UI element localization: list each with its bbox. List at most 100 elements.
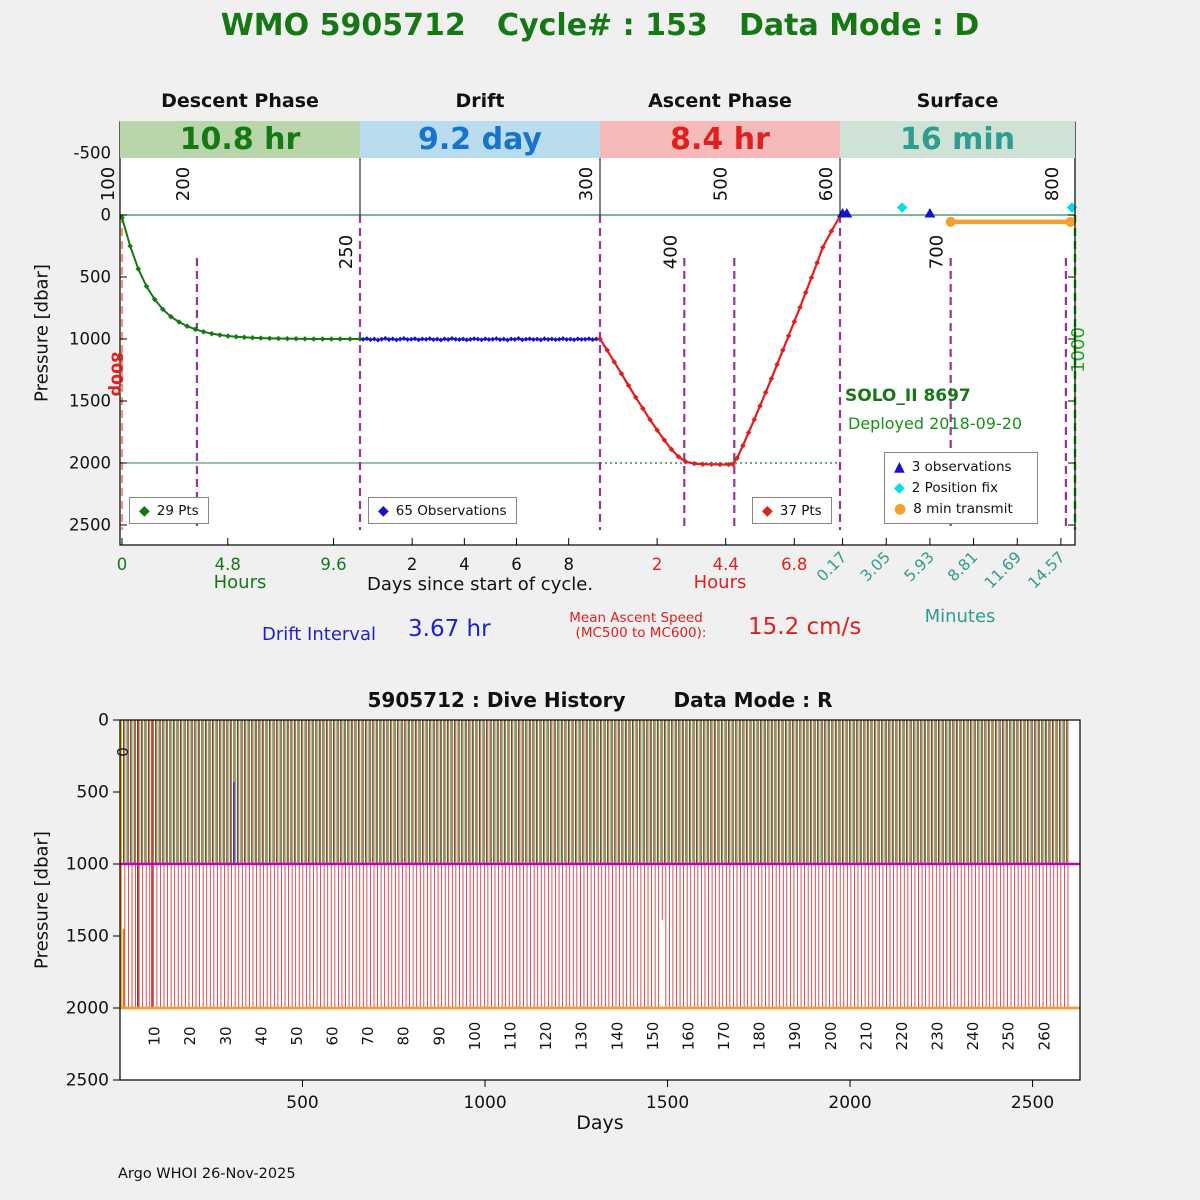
mc-label-700: 700	[927, 235, 948, 269]
y-tick-label: 1000	[69, 330, 111, 349]
mc-label-100: 100	[98, 167, 119, 201]
cycle-label-90: 90	[430, 1026, 448, 1045]
mc-label-250: 250	[336, 235, 357, 269]
transmit-start-marker	[946, 217, 956, 227]
top-y-axis-label: Pressure [dbar]	[32, 264, 53, 402]
mc-label-400: 400	[660, 235, 681, 269]
surface-legend: ▲ 3 observations ◆ 2 Position fix ● 8 mi…	[884, 452, 1038, 524]
cycle-label-20: 20	[181, 1026, 199, 1045]
mc-label-200: 200	[173, 167, 194, 201]
phase-header-descent: Descent Phase	[120, 90, 360, 112]
y-tick-label: 0	[101, 206, 112, 225]
cycle-label-10: 10	[146, 1026, 164, 1045]
float-id-label: SOLO_II 8697	[845, 386, 971, 406]
y-tick-label: -500	[74, 144, 111, 163]
cycle-label-0: 0	[114, 747, 132, 757]
cycle-label-60: 60	[324, 1026, 342, 1045]
cycle-label-110: 110	[501, 1022, 519, 1051]
mc-label-800: 800	[1042, 167, 1063, 201]
x-tick-label-drift: 4	[459, 555, 470, 574]
cycle-label-230: 230	[929, 1022, 947, 1051]
cycle-label-200: 200	[822, 1022, 840, 1051]
cycle-label-140: 140	[608, 1022, 626, 1051]
surface-legend-transmit-label: 8 min transmit	[913, 501, 1013, 517]
y-tick-label: 500	[77, 783, 109, 803]
x-tick-label-surface: 14.57	[1025, 548, 1069, 592]
surface-legend-observations-label: 3 observations	[912, 459, 1012, 475]
phase-duration-descent: 10.8 hr	[120, 121, 360, 158]
cycle-label-150: 150	[644, 1022, 662, 1051]
x-axis-label-drift: Days since start of cycle.	[330, 574, 630, 595]
y-tick-label: 2000	[69, 454, 111, 473]
dive-history-title: 5905712 : Dive History Data Mode : R	[0, 688, 1200, 712]
bottom-y-axis-label: Pressure [dbar]	[32, 831, 53, 969]
cycle-label-70: 70	[359, 1026, 377, 1045]
drift-interval-label: Drift Interval	[262, 624, 376, 645]
x-axis-label-surface: Minutes	[840, 606, 1080, 627]
cycle-label-210: 210	[857, 1022, 875, 1051]
x-tick-label-surface: 8.81	[944, 548, 981, 585]
phase-duration-ascent: 8.4 hr	[600, 121, 840, 158]
legend-ascent-label: 37 Pts	[780, 503, 822, 519]
legend-ascent: ◆ 37 Pts	[752, 497, 832, 524]
phase-header-ascent: Ascent Phase	[600, 90, 840, 112]
cycle-label-160: 160	[679, 1022, 697, 1051]
x-tick-label-surface: 11.69	[981, 548, 1025, 592]
cycle-label-100: 100	[466, 1022, 484, 1051]
bottom-x-axis-label: Days	[0, 1112, 1200, 1134]
mc-label-600: 600	[816, 167, 837, 201]
phase-header-surface: Surface	[840, 90, 1075, 112]
legend-descent: ◆ 29 Pts	[129, 497, 209, 524]
y-tick-label: 500	[80, 268, 112, 287]
cycle-label-250: 250	[1000, 1022, 1018, 1051]
y-tick-label: 1500	[66, 927, 109, 947]
y-tick-label: 0	[98, 711, 109, 731]
x-tick-label: 1500	[646, 1093, 689, 1113]
legend-drift-label: 65 Observations	[396, 503, 507, 519]
ascent-speed-sublabel: (MC500 to MC600):	[548, 626, 734, 641]
cycle-label-260: 260	[1035, 1022, 1053, 1051]
surface-legend-row-transmit: ● 8 min transmit	[894, 501, 1028, 517]
cycle-label-30: 30	[217, 1026, 235, 1045]
x-tick-label-surface: 3.05	[857, 548, 894, 585]
cycle-label-240: 240	[964, 1022, 982, 1051]
observation-triangle-icon: ▲	[894, 460, 905, 474]
x-tick-label: 500	[286, 1093, 318, 1113]
y-tick-label: 2500	[69, 516, 111, 535]
dive-history-title-text: 5905712 : Dive History	[367, 688, 625, 712]
legend-descent-label: 29 Pts	[157, 503, 199, 519]
drift-interval-value: 3.67 hr	[408, 616, 491, 642]
mc-label-300: 300	[576, 167, 597, 201]
deployed-date-label: Deployed 2018-09-20	[848, 414, 1022, 433]
transmit-end-marker	[1065, 217, 1075, 227]
mc-label-500: 500	[710, 167, 731, 201]
x-tick-label-surface: 5.93	[901, 548, 938, 585]
x-tick-label-drift: 2	[407, 555, 418, 574]
footer-credit: Argo WHOI 26-Nov-2025	[118, 1166, 296, 1182]
profile-gap	[659, 920, 663, 1006]
transmit-circle-icon: ●	[894, 502, 906, 516]
surface-legend-fix-label: 2 Position fix	[912, 480, 998, 496]
x-axis-label-descent: Hours	[120, 572, 360, 593]
descent-diamond-icon: ◆	[139, 504, 150, 518]
x-tick-label: 2000	[828, 1093, 871, 1113]
ascent-diamond-icon: ◆	[762, 504, 773, 518]
y-tick-label: 1000	[66, 855, 109, 875]
phase-duration-drift: 9.2 day	[360, 121, 600, 158]
cycle-label-220: 220	[893, 1022, 911, 1051]
page-title: WMO 5905712 Cycle# : 153 Data Mode : D	[0, 8, 1200, 43]
y-tick-label: 2000	[66, 999, 109, 1019]
dive-history-plot: 5001000150020002500050010001500200025001…	[0, 680, 1200, 1145]
ascent-speed-label: Mean Ascent Speed	[548, 611, 724, 626]
mc-label-1000: 1000	[1068, 327, 1089, 373]
cycle-label-170: 170	[715, 1022, 733, 1051]
drift-diamond-icon: ◆	[378, 504, 389, 518]
park-depth-left-label: 800p	[108, 352, 127, 397]
cycle-label-120: 120	[537, 1022, 555, 1051]
phase-header-drift: Drift	[360, 90, 600, 112]
surface-legend-row-observations: ▲ 3 observations	[894, 459, 1028, 475]
cycle-label-50: 50	[288, 1026, 306, 1045]
surface-legend-row-fix: ◆ 2 Position fix	[894, 480, 1028, 496]
cycle-label-180: 180	[751, 1022, 769, 1051]
x-axis-label-ascent: Hours	[600, 572, 840, 593]
